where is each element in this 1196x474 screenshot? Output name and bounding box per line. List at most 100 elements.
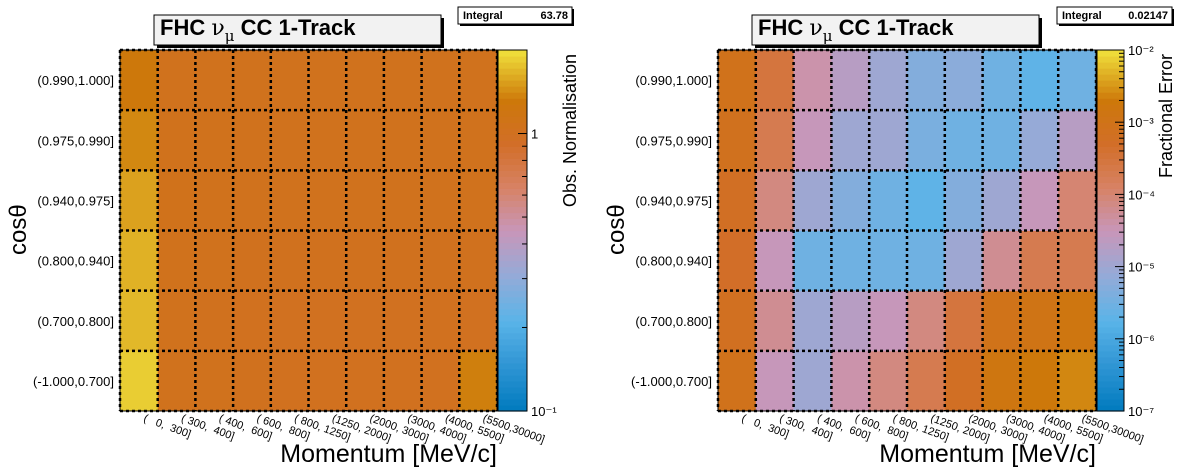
palette-segment: [498, 386, 527, 394]
palette-segment: [498, 392, 527, 400]
z-tick-label: 10⁻¹: [531, 404, 557, 419]
palette-segment: [1097, 200, 1124, 208]
palette-segment: [1097, 116, 1124, 123]
x-axis-title: Momentum [MeV/c]: [280, 440, 497, 468]
palette-segment: [498, 116, 527, 123]
heatmap-cell: [1020, 230, 1059, 292]
z-tick-label: 10⁻⁶: [1128, 332, 1155, 347]
palette-segment: [1097, 86, 1124, 93]
heatmap-cell: [120, 110, 159, 171]
heatmap-cell: [195, 50, 234, 111]
heatmap-cell: [831, 230, 870, 292]
palette-segment: [1097, 338, 1124, 346]
heatmap-cell: [907, 230, 946, 292]
heatmap-cell: [793, 290, 832, 352]
stat-value: 0.02147: [1128, 10, 1168, 22]
chart-title: FHC νμ CC 1-Track: [758, 15, 954, 45]
heatmap-cell: [869, 350, 908, 412]
palette-segment: [498, 314, 527, 322]
heatmap-cell: [718, 110, 757, 171]
y-tick-labels: (-1.000,0.700] (0.700,0.800] (0.800,0.940]…: [631, 73, 712, 389]
heatmap-cell: [157, 290, 196, 352]
heatmap-cell: [755, 110, 795, 171]
palette-segment: [498, 176, 527, 183]
palette-segment: [1097, 380, 1124, 388]
plot-frame: [119, 49, 498, 412]
palette-segment: [498, 194, 527, 202]
palette-segment: [1097, 374, 1124, 382]
title-box: FHC νμ CC 1-Track: [153, 14, 444, 48]
heatmap-cell: [944, 350, 984, 412]
heatmap-cell: [120, 290, 159, 352]
title-box: FHC νμ CC 1-Track: [751, 14, 1042, 48]
palette-segment: [1097, 332, 1124, 340]
heatmap-cell: [383, 290, 423, 352]
palette-segment: [1097, 344, 1124, 352]
heatmap-cell: [421, 230, 460, 292]
palette-segment: [1097, 302, 1124, 310]
palette-segment: [498, 152, 527, 159]
heatmap-cell: [831, 50, 870, 111]
palette-segment: [1097, 398, 1124, 406]
heatmap-cell: [195, 170, 234, 231]
palette-frame: [1096, 49, 1125, 412]
palette-segment: [498, 200, 527, 208]
z-tick-label: 10⁻⁴: [1128, 187, 1155, 202]
heatmap-cell: [793, 230, 832, 292]
palette-segment: [1097, 164, 1124, 171]
palette-segment: [498, 284, 527, 292]
heatmap-cell: [383, 350, 423, 412]
palette-segment: [498, 146, 527, 153]
y-tick-label: (-1.000,0.700]: [33, 374, 114, 389]
z-axis-title: Obs. Normalisation: [560, 54, 580, 207]
heatmap-cell: [869, 110, 908, 171]
heatmap-cell: [308, 110, 347, 171]
palette-segment: [498, 62, 527, 69]
heatmap-cells: [718, 50, 1097, 412]
z-axis-title: Fractional Error: [1156, 54, 1176, 178]
heatmap-cell: [907, 290, 946, 352]
palette-segment: [1097, 158, 1124, 165]
heatmap-cell: [270, 290, 309, 352]
palette-segment: [498, 86, 527, 93]
chart-title: FHC νμ CC 1-Track: [160, 15, 356, 45]
palette-segment: [1097, 74, 1124, 81]
heatmap-cell: [120, 50, 159, 111]
palette-segment: [498, 356, 527, 364]
stat-label: Integral: [463, 10, 503, 22]
palette-segment: [498, 398, 527, 406]
heatmap-cell: [157, 230, 196, 292]
heatmap-cell: [982, 170, 1021, 231]
palette-segment: [498, 104, 527, 111]
palette-segment: [498, 350, 527, 358]
palette-segment: [1097, 68, 1124, 75]
palette-segment: [1097, 284, 1124, 292]
palette-segment: [498, 302, 527, 310]
palette-segment: [1097, 104, 1124, 111]
palette-segment: [1097, 80, 1124, 87]
heatmap-cell: [1020, 50, 1059, 111]
heatmap-cell: [383, 230, 423, 292]
heatmap-cell: [755, 50, 795, 111]
palette-segment: [498, 122, 527, 129]
palette-segment: [1097, 254, 1124, 262]
heatmap-cell: [459, 290, 498, 352]
palette-segment: [1097, 260, 1124, 268]
heatmap-cell: [346, 290, 385, 352]
palette-segment: [1097, 218, 1124, 226]
heatmap-cell: [944, 170, 984, 231]
color-palette: [497, 49, 528, 412]
palette-segment: [1097, 278, 1124, 286]
heatmap-cell: [233, 230, 272, 292]
y-axis-title: cosθ: [5, 204, 32, 255]
heatmap-cell: [718, 50, 757, 111]
heatmap-cell: [233, 290, 272, 352]
palette-segment: [498, 332, 527, 340]
heatmap-cell: [982, 290, 1021, 352]
palette-segment: [1097, 404, 1124, 412]
palette-segment: [498, 248, 527, 256]
palette-segment: [1097, 350, 1124, 358]
palette-segment: [1097, 170, 1124, 177]
heatmap-cell: [421, 50, 460, 111]
